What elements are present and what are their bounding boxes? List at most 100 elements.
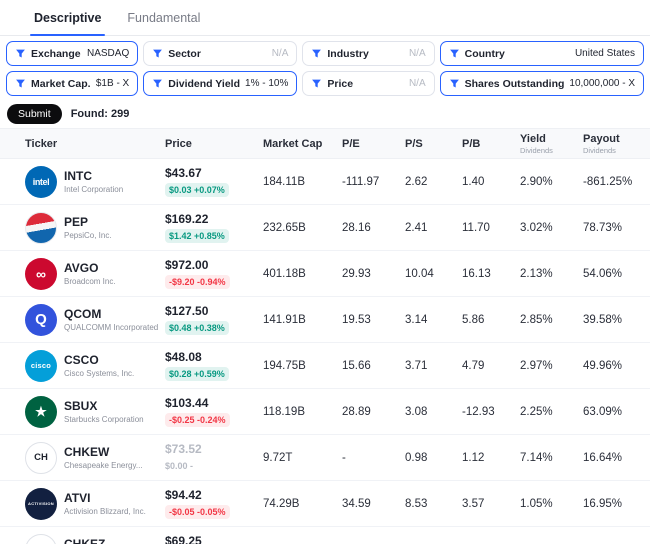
payout-value: 16.95% xyxy=(583,497,623,510)
price-cell: $127.50 $0.48 +0.38% xyxy=(165,304,263,335)
column-header-p-b[interactable]: P/B xyxy=(462,137,481,150)
price-change-badge: $0.48 +0.38% xyxy=(165,321,229,335)
ticker-symbol: PEP xyxy=(64,215,89,229)
ps-value: 3.71 xyxy=(405,359,428,372)
tab-fundamental[interactable]: Fundamental xyxy=(127,10,201,25)
column-header-yield[interactable]: Yield Dividends xyxy=(520,133,583,155)
price-value: $43.67 xyxy=(165,166,202,180)
table-body: intel INTC Intel Corporation $43.67 $0.03 +0… xyxy=(0,159,650,544)
pb-value: -12.93 xyxy=(462,405,495,418)
price-change-badge: -$0.05 -0.05% xyxy=(165,505,230,519)
filter-label: Market Cap. xyxy=(31,77,91,90)
table-row-chkew[interactable]: CH CHKEW Chesapeake Energy... $73.52 $0.00 -… xyxy=(0,435,650,481)
pb-value: 4.79 xyxy=(462,359,485,372)
pe-value: 28.89 xyxy=(342,405,371,418)
pb-value: 11.70 xyxy=(462,221,490,234)
price-value: $169.22 xyxy=(165,212,209,226)
found-count: Found: 299 xyxy=(70,107,130,120)
pe-value: -111.97 xyxy=(342,175,380,188)
table-row-pep[interactable]: PEP PepsiCo, Inc. $169.22 $1.42 +0.85% 232.6… xyxy=(0,205,650,251)
column-header-payout[interactable]: Payout Dividends xyxy=(583,133,640,155)
ticker-cell: ★ SBUX Starbucks Corporation xyxy=(25,395,165,428)
ps-value: 2.41 xyxy=(405,221,428,234)
payout-value: 54.06% xyxy=(583,267,623,280)
filter-value: N/A xyxy=(408,48,426,59)
payout-value: 78.73% xyxy=(583,221,623,234)
table-header: Ticker Price Market Cap P/E P/S P/B Yield Divid… xyxy=(0,129,650,159)
table-row-sbux[interactable]: ★ SBUX Starbucks Corporation $103.44 -$0.25 … xyxy=(0,389,650,435)
ticker-symbol: CHKEZ xyxy=(64,537,106,544)
ch-logo: CH xyxy=(25,533,57,544)
filter-price[interactable]: Price N/A xyxy=(302,71,435,96)
filter-label: Price xyxy=(327,77,354,90)
filter-label: Industry xyxy=(327,47,369,60)
filter-dividend-yield[interactable]: Dividend Yield 1% - 10% xyxy=(143,71,298,96)
company-name: Broadcom Inc. xyxy=(64,277,116,286)
payout-value: 63.09% xyxy=(583,405,623,418)
pb-value: 3.57 xyxy=(462,497,485,510)
yield-value: 2.13% xyxy=(520,267,553,280)
price-cell: $43.67 $0.03 +0.07% xyxy=(165,166,263,197)
price-value: $69.25 xyxy=(165,534,202,544)
yield-value: 1.05% xyxy=(520,497,553,510)
filter-icon xyxy=(16,49,25,58)
company-name: Cisco Systems, Inc. xyxy=(64,369,135,378)
filter-label: Sector xyxy=(168,47,201,60)
filter-value: United States xyxy=(574,48,635,59)
ticker-symbol: AVGO xyxy=(64,261,99,275)
column-header-price[interactable]: Price xyxy=(165,137,192,150)
column-subheader: Dividends xyxy=(520,145,553,155)
yield-value: 2.90% xyxy=(520,175,553,188)
filter-value: N/A xyxy=(408,78,426,89)
column-header-ticker[interactable]: Ticker xyxy=(25,137,58,150)
pepsi-logo xyxy=(25,211,57,244)
ps-value: 8.53 xyxy=(405,497,428,510)
cisco-logo: cisco xyxy=(25,349,57,382)
tab-bar: Descriptive Fundamental xyxy=(0,0,650,36)
pb-value: 16.13 xyxy=(462,267,491,280)
column-header-p-s[interactable]: P/S xyxy=(405,137,423,150)
table-row-qcom[interactable]: Q QCOM QUALCOMM Incorporated $127.50 $0.48 +… xyxy=(0,297,650,343)
ticker-cell: Q QCOM QUALCOMM Incorporated xyxy=(25,303,165,336)
filter-shares-outstanding[interactable]: Shares Outstanding 10,000,000 - X xyxy=(439,71,644,96)
filter-country[interactable]: Country United States xyxy=(439,41,644,66)
filter-icon xyxy=(153,49,163,58)
filter-label: Country xyxy=(464,47,505,60)
yield-value: 3.02% xyxy=(520,221,553,234)
column-header-p-e[interactable]: P/E xyxy=(342,137,360,150)
filter-industry[interactable]: Industry N/A xyxy=(302,41,435,66)
table-row-csco[interactable]: cisco CSCO Cisco Systems, Inc. $48.08 $0.28 … xyxy=(0,343,650,389)
price-value: $94.42 xyxy=(165,488,202,502)
filter-exchange[interactable]: Exchange NASDAQ xyxy=(6,41,139,66)
tab-descriptive[interactable]: Descriptive xyxy=(24,0,111,36)
ticker-cell: PEP PepsiCo, Inc. xyxy=(25,211,165,244)
table-row-avgo[interactable]: ∞ AVGO Broadcom Inc. $972.00 -$9.20 -0.94% 40… xyxy=(0,251,650,297)
qualcomm-logo: Q xyxy=(25,303,57,336)
table-row-intc[interactable]: intel INTC Intel Corporation $43.67 $0.03 +0… xyxy=(0,159,650,205)
payout-value: -861.25% xyxy=(583,175,633,188)
pe-value: 15.66 xyxy=(342,359,371,372)
yield-value: 2.85% xyxy=(520,313,553,326)
ticker-cell: CHCHKEZChesapeake Energy... xyxy=(25,533,165,544)
pb-value: 1.12 xyxy=(462,451,485,464)
pe-value: 34.59 xyxy=(342,497,371,510)
filter-icon xyxy=(449,79,459,88)
table-row-chkez[interactable]: CHCHKEZChesapeake Energy...$69.25$0.14 +… xyxy=(0,527,650,544)
yield-value: 2.25% xyxy=(520,405,553,418)
filter-sector[interactable]: Sector N/A xyxy=(143,41,298,66)
filter-value: N/A xyxy=(271,48,289,59)
pb-value: 5.86 xyxy=(462,313,485,326)
price-cell: $94.42 -$0.05 -0.05% xyxy=(165,488,263,519)
payout-value: 39.58% xyxy=(583,313,623,326)
table-row-atvi[interactable]: ACTIVISION ATVI Activision Blizzard, Inc. $… xyxy=(0,481,650,527)
ps-value: 3.08 xyxy=(405,405,428,418)
ticker-symbol: ATVI xyxy=(64,491,91,505)
column-header-market-cap[interactable]: Market Cap xyxy=(263,137,323,150)
filter-market-cap[interactable]: Market Cap. $1B - X xyxy=(6,71,139,96)
ticker-symbol: CHKEW xyxy=(64,445,110,459)
ps-value: 2.62 xyxy=(405,175,428,188)
filter-value: NASDAQ xyxy=(87,48,130,59)
company-name: PepsiCo, Inc. xyxy=(64,231,112,240)
submit-button[interactable]: Submit xyxy=(7,103,62,124)
